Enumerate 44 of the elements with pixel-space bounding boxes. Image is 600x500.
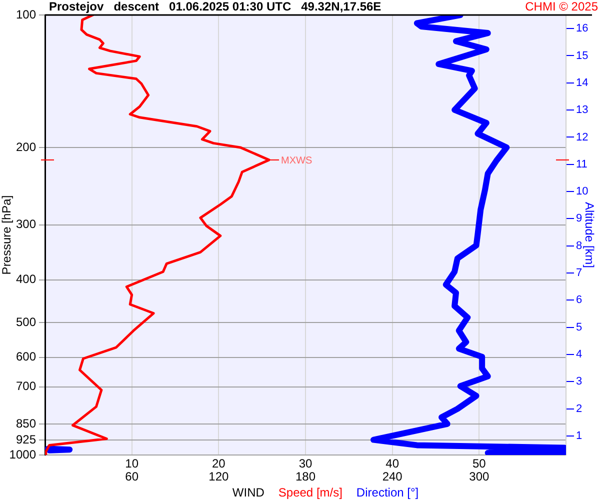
x-tick-label: 40 [386,456,400,470]
x-tick-label: 30 [298,456,312,470]
x-tick-label: 50 [472,456,486,470]
x2-tick-label: 120 [208,469,229,484]
y-tick-label: 200 [16,140,36,154]
y-tick-label: 700 [16,379,36,394]
y2-tick-label: 13 [576,104,588,116]
x2-tick-label: 180 [295,469,316,484]
chart-title: Prostejov descent 01.06.2025 01:30 UTC 49.32N,17.56E [49,0,382,14]
y2-tick-label: 15 [576,50,588,62]
y-tick-label: 1000 [9,447,36,462]
y2-axis-title: Altitude [km] [582,202,596,268]
x2-tick-label: 240 [382,469,403,484]
x2-tick-label: 60 [125,469,139,484]
x2-tick-label: 300 [469,469,490,484]
y2-tick-label: 7 [576,267,582,280]
x-axis-title: WIND [232,485,265,500]
y-tick-label: 500 [16,314,36,329]
text: CHMI © 2025 [525,0,598,14]
y2-tick-label: 11 [576,158,588,170]
y2-tick-label: 12 [576,131,588,144]
y2-tick-label: 8 [576,240,582,252]
x-tick-label: 10 [125,456,139,470]
y2-tick-label: 3 [576,376,582,388]
y-tick-label: 100 [16,7,36,22]
y2-tick-label: 2 [576,402,582,415]
y-tick-label: 600 [16,350,36,364]
y2-tick-label: 5 [576,321,582,334]
y2-tick-label: 9 [576,212,582,225]
y2-tick-label: 10 [576,186,588,198]
y2-tick-label: 6 [576,294,582,306]
y2-tick-label: 14 [576,76,588,89]
x-tick-label: 20 [212,456,226,470]
y-tick-label: 400 [16,272,36,286]
y-axis-title: Pressure [hPa] [0,195,14,275]
y-tick-label: 925 [16,432,36,446]
y-tick-label: 850 [16,416,36,430]
y-tick-label: 300 [16,217,36,232]
y2-tick-label: 1 [576,430,582,442]
y2-tick-label: 4 [576,348,582,361]
annotation: MXWS [281,156,312,167]
y2-tick-label: 16 [576,22,588,35]
text: Speed [m/s] [278,485,342,500]
text: Direction [°] [356,485,419,500]
